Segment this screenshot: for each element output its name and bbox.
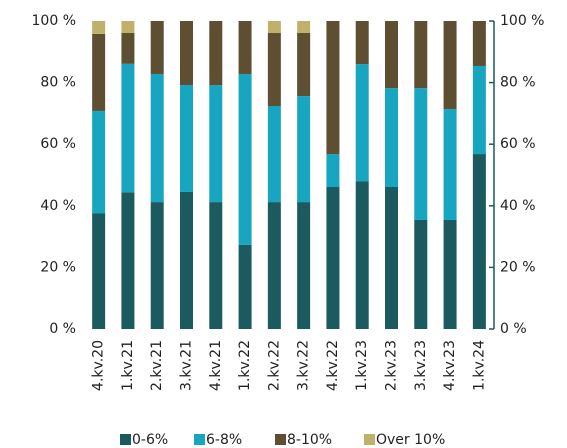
legend-swatch bbox=[120, 434, 131, 445]
bar-segment bbox=[472, 21, 486, 66]
bar-segment bbox=[92, 213, 106, 329]
bar-segment bbox=[326, 154, 340, 188]
x-tick-label: 3.kv.21 bbox=[179, 340, 195, 391]
y2-tick-label: 100 % bbox=[500, 13, 544, 29]
bar-segment bbox=[297, 96, 311, 203]
bar-segment bbox=[92, 110, 106, 214]
bar-segment bbox=[385, 187, 398, 329]
bar-segment bbox=[92, 21, 106, 34]
bar-segment bbox=[443, 109, 457, 220]
bar-segment bbox=[180, 21, 193, 86]
bar-segment bbox=[472, 154, 486, 329]
x-tick-label: 1.kv.21 bbox=[120, 340, 136, 391]
x-tick-label: 2.kv.23 bbox=[384, 340, 400, 391]
bar-segment bbox=[267, 106, 281, 203]
x-tick-label: 1.kv.23 bbox=[354, 340, 370, 391]
x-tick-label: 4.kv.20 bbox=[91, 340, 107, 391]
bar-segment bbox=[180, 85, 193, 192]
bar-segment bbox=[385, 88, 398, 188]
bar-segment bbox=[326, 187, 340, 329]
x-tick-label: 2.kv.21 bbox=[149, 340, 165, 391]
x-tick-label: 4.kv.22 bbox=[325, 340, 341, 391]
bar-segment bbox=[472, 65, 486, 155]
bar-segment bbox=[238, 73, 252, 245]
bar-segment bbox=[180, 191, 193, 329]
x-tick-label: 1.kv.24 bbox=[471, 340, 487, 391]
bar-segment bbox=[121, 192, 135, 329]
y2-tick-label: 40 % bbox=[500, 198, 536, 214]
bar-segment bbox=[355, 21, 369, 65]
bar-segment bbox=[267, 33, 281, 107]
bar-segment bbox=[443, 219, 457, 329]
bar-segment bbox=[267, 202, 281, 329]
legend-swatch bbox=[364, 434, 375, 445]
bar-segment bbox=[355, 181, 369, 329]
bar-segment bbox=[121, 33, 135, 64]
bar-segment bbox=[150, 202, 164, 329]
x-tick-label: 4.kv.21 bbox=[208, 340, 224, 391]
bar-segment bbox=[209, 21, 223, 86]
y2-tick-label: 80 % bbox=[500, 75, 536, 91]
bar-segment bbox=[385, 21, 398, 89]
legend-swatch bbox=[275, 434, 286, 445]
y-tick-label: 40 % bbox=[40, 198, 76, 214]
bar-segment bbox=[150, 73, 164, 203]
y2-tick-label: 20 % bbox=[500, 259, 536, 275]
legend-label: 8-10% bbox=[287, 432, 332, 448]
x-tick-label: 1.kv.22 bbox=[237, 340, 253, 391]
bar-segment bbox=[121, 63, 135, 193]
legend-label: 0-6% bbox=[132, 432, 168, 448]
bar-segment bbox=[238, 21, 252, 74]
x-tick-label: 4.kv.23 bbox=[442, 340, 458, 391]
bar-segment bbox=[209, 85, 223, 203]
y-tick-label: 0 % bbox=[49, 321, 76, 337]
bar-segment bbox=[443, 21, 457, 110]
x-tick-label: 2.kv.22 bbox=[266, 340, 282, 391]
legend-swatch bbox=[194, 434, 205, 445]
bar-segment bbox=[414, 219, 428, 329]
y2-tick-label: 0 % bbox=[500, 321, 527, 337]
legend-label: Over 10% bbox=[376, 432, 445, 448]
bar-segment bbox=[414, 21, 428, 89]
y-tick-label: 60 % bbox=[40, 136, 76, 152]
bar-segment bbox=[209, 202, 223, 329]
y-tick-label: 80 % bbox=[40, 75, 76, 91]
bar-segment bbox=[150, 21, 164, 74]
bar-segment bbox=[414, 88, 428, 220]
y-tick-label: 100 % bbox=[32, 13, 76, 29]
y2-tick-label: 60 % bbox=[500, 136, 536, 152]
x-tick-label: 3.kv.22 bbox=[296, 340, 312, 391]
bar-segment bbox=[355, 64, 369, 182]
bar-segment bbox=[121, 21, 135, 34]
bar-segment bbox=[92, 33, 106, 111]
bar-segment bbox=[238, 244, 252, 329]
x-tick-label: 3.kv.23 bbox=[413, 340, 429, 391]
legend-label: 6-8% bbox=[206, 432, 242, 448]
bar-segment bbox=[297, 21, 311, 34]
bar-segment bbox=[297, 202, 311, 329]
bar-segment bbox=[326, 21, 340, 155]
bar-segment bbox=[267, 21, 281, 34]
bar-segment bbox=[297, 33, 311, 97]
y-tick-label: 20 % bbox=[40, 259, 76, 275]
